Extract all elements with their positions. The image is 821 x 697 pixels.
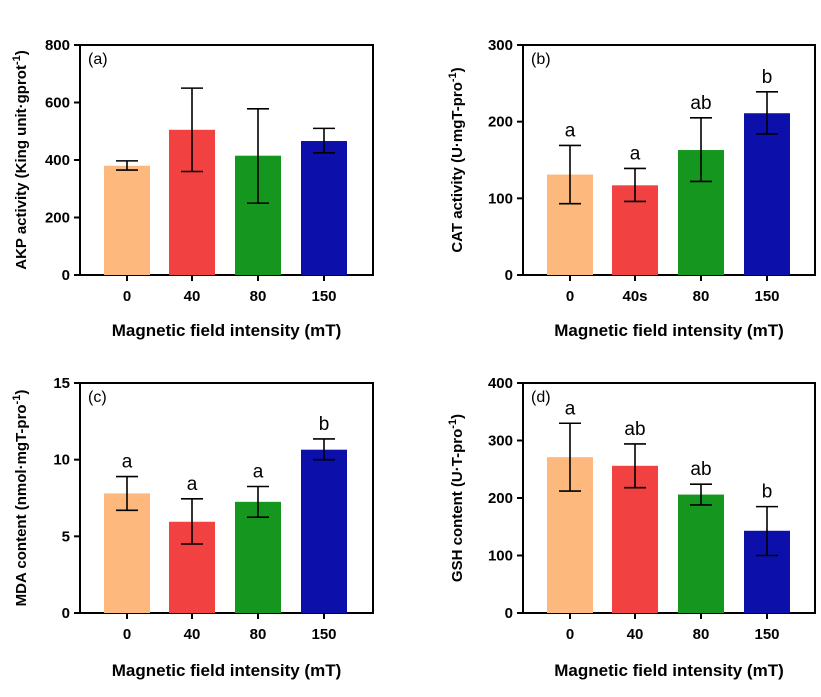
- y-axis-label: CAT activity (U·mgT-pro-1): [447, 67, 466, 252]
- y-tick-label: 200: [45, 210, 70, 227]
- x-axis-label: Magnetic field intensity (mT): [112, 661, 342, 680]
- x-axis-label: Magnetic field intensity (mT): [554, 661, 784, 680]
- chart-panel-2: 0 100 200 300 a 0 a 40s ab 80 b 150 (b) Magnetic fiel…: [447, 37, 816, 340]
- bar: [612, 465, 658, 613]
- y-axis-label-superscript: -1: [11, 395, 23, 405]
- significance-letter: a: [122, 452, 133, 473]
- y-tick-label: 0: [62, 267, 70, 284]
- y-tick-label: 200: [488, 490, 513, 507]
- significance-letter: b: [762, 482, 773, 503]
- significance-letter: a: [253, 462, 264, 483]
- y-axis-label-superscript: -1: [447, 72, 459, 82]
- bar: [301, 141, 347, 275]
- y-tick-label: 400: [45, 152, 70, 169]
- x-axis-label: Magnetic field intensity (mT): [554, 321, 784, 340]
- y-axis-label-superscript: -1: [447, 419, 459, 429]
- y-tick-label: 0: [62, 605, 70, 622]
- bar: [678, 494, 724, 613]
- significance-letter: b: [762, 67, 773, 88]
- y-tick-label: 10: [53, 452, 70, 469]
- y-axis-label-main: GSH content (U·T-pro: [449, 429, 466, 582]
- x-tick-label: 0: [566, 288, 574, 305]
- x-tick-label: 150: [754, 626, 779, 643]
- x-tick-label: 40: [184, 626, 201, 643]
- bar: [235, 501, 281, 613]
- y-tick-label: 400: [488, 375, 513, 392]
- x-axis-label: Magnetic field intensity (mT): [112, 321, 342, 340]
- x-tick-label: 150: [754, 288, 779, 305]
- y-axis-label-superscript: -1: [11, 55, 23, 65]
- y-axis-label-end: ): [449, 67, 466, 72]
- y-tick-label: 800: [45, 37, 70, 54]
- y-tick-label: 100: [488, 548, 513, 565]
- plot-frame: [522, 44, 816, 276]
- x-tick-label: 0: [566, 626, 574, 643]
- y-axis-label: AKP activity (King unit·gprot-1): [11, 50, 30, 270]
- significance-letter: a: [565, 398, 576, 419]
- x-tick-label: 80: [250, 626, 267, 643]
- significance-letter: b: [319, 414, 330, 435]
- x-tick-label: 150: [311, 626, 336, 643]
- panel-tag: (a): [88, 51, 108, 68]
- y-tick-label: 600: [45, 95, 70, 112]
- x-tick-label: 0: [123, 288, 131, 305]
- y-tick-label: 5: [62, 528, 70, 545]
- bar: [104, 493, 150, 613]
- y-tick-label: 200: [488, 114, 513, 131]
- y-tick-label: 100: [488, 190, 513, 207]
- bar: [104, 165, 150, 275]
- chart-panel-1: 0 200 400 600 800 0 40 80 150 (a) Magnetic field i…: [11, 37, 374, 340]
- x-tick-label: 80: [250, 288, 267, 305]
- x-tick-label: 40s: [622, 288, 647, 305]
- panel-tag: (c): [88, 389, 107, 406]
- y-axis-label-main: CAT activity (U·mgT-pro: [449, 82, 466, 253]
- x-tick-label: 40: [184, 288, 201, 305]
- y-axis-label-main: MDA content (nmol·mgT-pro: [13, 404, 30, 606]
- significance-letter: a: [630, 143, 641, 164]
- significance-letter: a: [565, 120, 576, 141]
- y-axis-label-main: AKP activity (King unit·gprot: [13, 65, 30, 270]
- x-tick-label: 80: [693, 626, 710, 643]
- x-tick-label: 150: [311, 288, 336, 305]
- panel-tag: (b): [531, 51, 551, 68]
- y-tick-label: 15: [53, 375, 70, 392]
- significance-letter: ab: [690, 459, 711, 480]
- y-axis-label: GSH content (U·T-pro-1): [447, 414, 466, 582]
- significance-letter: ab: [690, 93, 711, 114]
- y-axis-label-end: ): [13, 390, 30, 395]
- x-tick-label: 0: [123, 626, 131, 643]
- significance-letter: ab: [624, 419, 645, 440]
- x-tick-label: 80: [693, 288, 710, 305]
- x-tick-label: 40: [627, 626, 644, 643]
- chart-panel-4: 0 100 200 300 400 a 0 ab 40 ab 80 b 150 (d) Magnetic f…: [447, 375, 816, 680]
- bar: [744, 113, 790, 275]
- bar: [301, 449, 347, 613]
- y-tick-label: 0: [505, 267, 513, 284]
- y-axis-label-end: ): [13, 50, 30, 55]
- y-tick-label: 300: [488, 433, 513, 450]
- y-axis-label: MDA content (nmol·mgT-pro-1): [11, 390, 30, 607]
- plot-frame: [79, 382, 374, 614]
- chart-panel-3: 0 5 10 15 a 0 a 40 a 80 b 150 (c) Magnetic field inte…: [11, 375, 374, 680]
- y-tick-label: 300: [488, 37, 513, 54]
- y-axis-label-end: ): [449, 414, 466, 419]
- y-tick-label: 0: [505, 605, 513, 622]
- significance-letter: a: [187, 474, 198, 495]
- panel-tag: (d): [531, 389, 551, 406]
